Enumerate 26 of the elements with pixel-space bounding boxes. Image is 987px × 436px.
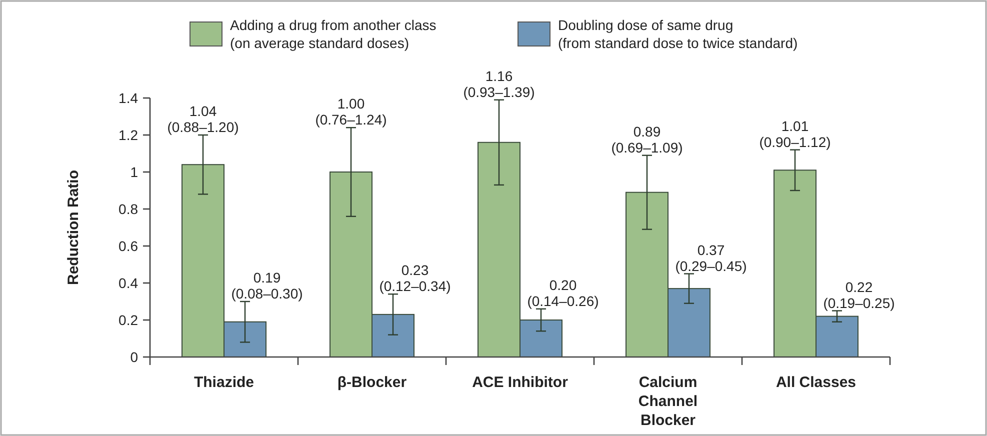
data-label: 1.04 (0.88–1.20) [167, 103, 239, 135]
data-label: 1.16 (0.93–1.39) [463, 68, 535, 100]
data-label: 1.01 (0.90–1.12) [759, 118, 831, 150]
x-tick-label: All Classes [776, 374, 856, 391]
data-label: 0.37 (0.29–0.45) [675, 242, 747, 274]
data-label: 0.22 (0.19–0.25) [823, 278, 895, 311]
data-label: 0.20 (0.14–0.26) [527, 276, 599, 309]
y-tick-label: 1.4 [118, 90, 138, 106]
y-axis-title: Reduction Ratio [65, 170, 82, 285]
data-label: 0.89 (0.69–1.09) [611, 123, 683, 156]
y-tick-label: 1.2 [118, 126, 138, 143]
y-tick-label: 0.2 [118, 312, 138, 328]
legend-label: Adding a drug from another class (on average standard doses) [230, 17, 436, 51]
data-label: 0.23 (0.12–0.34) [379, 262, 451, 294]
x-tick-label: Calcium Channel Blocker [638, 374, 698, 429]
y-tick-label: 0.4 [118, 274, 138, 291]
x-tick-label: Thiazide [194, 374, 254, 391]
data-label: 1.00 (0.76–1.24) [315, 96, 387, 128]
y-tick-label: 0 [130, 348, 138, 365]
data-label: 0.19 (0.08–0.30) [231, 270, 303, 302]
x-tick-label: ACE Inhibitor [472, 374, 568, 391]
x-tick-label: β-Blocker [337, 374, 407, 391]
y-tick-label: 0.8 [118, 200, 138, 217]
y-tick-label: 0.6 [118, 238, 138, 254]
y-tick-label: 1 [130, 164, 138, 180]
legend-label: Doubling dose of same drug (from standard dose to twice standard) [558, 17, 798, 51]
